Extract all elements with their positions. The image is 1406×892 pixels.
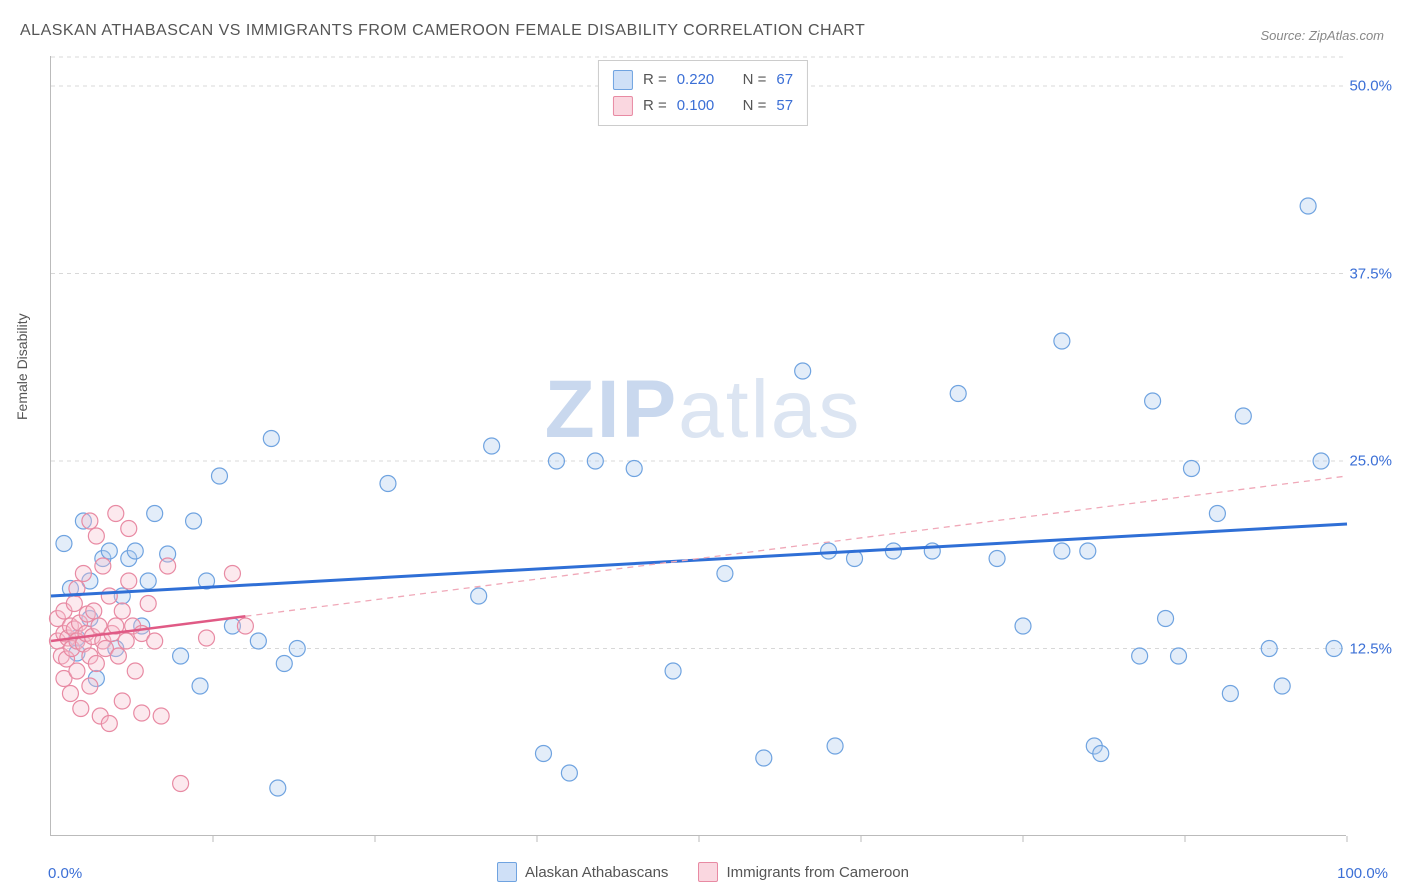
n-value-1: 67 [776,67,793,93]
legend-swatch-pink [613,96,633,116]
n-label: N = [743,67,767,93]
legend-label-2: Immigrants from Cameroon [726,864,909,881]
y-axis-label: Female Disability [14,313,30,420]
correlation-legend: R = 0.220 N = 67 R = 0.100 N = 57 [598,60,808,126]
correlation-legend-row-2: R = 0.100 N = 57 [613,93,793,119]
y-tick-label: 37.5% [1349,265,1392,282]
n-value-2: 57 [776,93,793,119]
r-label: R = [643,67,667,93]
n-label: N = [743,93,767,119]
y-tick-label: 12.5% [1349,640,1392,657]
legend-label-1: Alaskan Athabascans [525,864,668,881]
y-tick-label: 25.0% [1349,453,1392,470]
correlation-legend-row-1: R = 0.220 N = 67 [613,67,793,93]
legend-swatch-blue [613,70,633,90]
chart-title: ALASKAN ATHABASCAN VS IMMIGRANTS FROM CA… [20,22,865,40]
legend-item-1: Alaskan Athabascans [497,862,668,882]
correlation-chart: ALASKAN ATHABASCAN VS IMMIGRANTS FROM CA… [0,0,1406,892]
r-label: R = [643,93,667,119]
scatter-svg [51,56,1346,835]
series-legend: Alaskan Athabascans Immigrants from Came… [0,862,1406,882]
r-value-2: 0.100 [677,93,715,119]
x-axis-min: 0.0% [48,865,82,882]
plot-area [50,56,1346,836]
legend-item-2: Immigrants from Cameroon [698,862,909,882]
r-value-1: 0.220 [677,67,715,93]
y-tick-label: 50.0% [1349,78,1392,95]
source-attribution: Source: ZipAtlas.com [1260,28,1384,43]
legend-swatch-pink [698,862,718,882]
legend-swatch-blue [497,862,517,882]
x-axis-max: 100.0% [1337,865,1388,882]
